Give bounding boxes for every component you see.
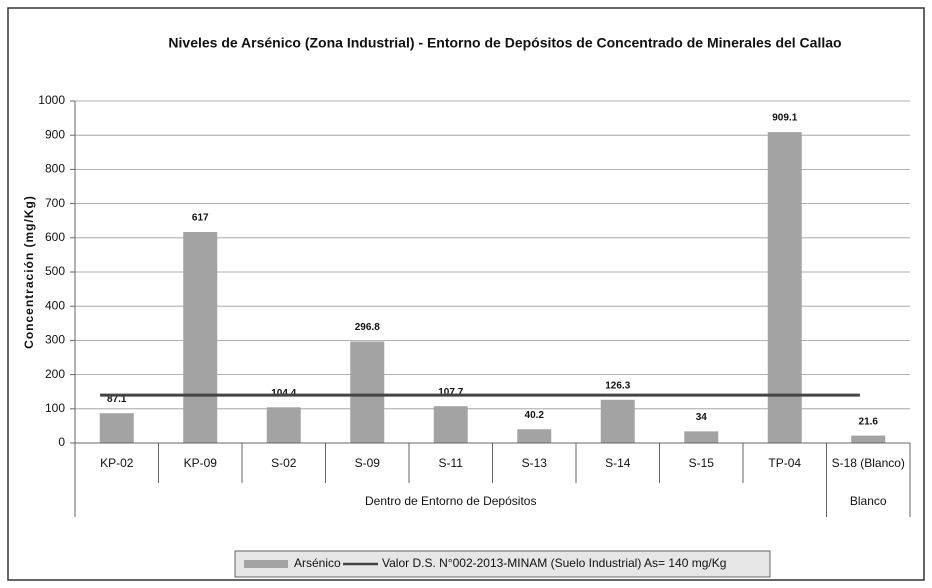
y-tick-label: 300 <box>45 333 65 347</box>
legend-label: Valor D.S. N°002-2013-MINAM (Suelo Indus… <box>382 556 726 570</box>
data-label: 617 <box>192 213 209 224</box>
y-tick-label: 400 <box>45 298 65 312</box>
bar <box>851 435 886 443</box>
x-tick-label: S-02 <box>271 456 297 470</box>
y-tick-label: 800 <box>45 162 65 176</box>
x-tick-label: S-15 <box>689 456 715 470</box>
y-tick-label: 100 <box>45 401 65 415</box>
x-tick-label: S-18 (Blanco) <box>832 456 905 470</box>
chart-frame <box>7 7 925 581</box>
data-label: 107.7 <box>438 387 463 398</box>
x-tick-label: KP-02 <box>100 456 134 470</box>
legend <box>234 550 771 578</box>
data-label: 87.1 <box>107 394 127 405</box>
y-tick-label: 500 <box>45 264 65 278</box>
x-tick-label: S-14 <box>605 456 631 470</box>
y-tick-label: 600 <box>45 230 65 244</box>
bar <box>433 406 468 443</box>
legend-label: Arsénico <box>294 556 341 570</box>
bar <box>767 132 802 443</box>
y-tick-label: 900 <box>45 127 65 141</box>
x-tick-label: S-11 <box>439 456 464 470</box>
group-label: Dentro de Entorno de Depósitos <box>365 494 536 508</box>
x-tick-label: TP-04 <box>768 456 801 470</box>
bar <box>517 429 552 443</box>
y-tick-label: 700 <box>45 196 65 210</box>
bar <box>266 407 301 443</box>
data-label: 40.2 <box>525 410 545 421</box>
y-tick-label: 0 <box>58 435 65 449</box>
bar <box>183 231 218 443</box>
x-tick-label: S-09 <box>355 456 381 470</box>
data-label: 104.4 <box>271 388 296 399</box>
data-label: 909.1 <box>772 113 797 124</box>
bar <box>99 413 134 443</box>
chart-title: Niveles de Arsénico (Zona Industrial) - … <box>168 35 841 51</box>
data-label: 34 <box>696 412 708 423</box>
data-label: 296.8 <box>355 322 380 333</box>
y-axis-label: Concentración (mg/Kg) <box>22 195 36 349</box>
y-tick-label: 1000 <box>38 93 65 107</box>
data-label: 126.3 <box>605 380 630 391</box>
y-tick-label: 200 <box>45 367 65 381</box>
data-label: 21.6 <box>859 416 879 427</box>
bar <box>684 431 719 443</box>
x-tick-label: S-13 <box>522 456 548 470</box>
x-tick-label: KP-09 <box>184 456 218 470</box>
bar <box>600 399 635 443</box>
legend-swatch <box>244 560 288 568</box>
group-label: Blanco <box>850 494 887 508</box>
bar <box>350 341 385 443</box>
